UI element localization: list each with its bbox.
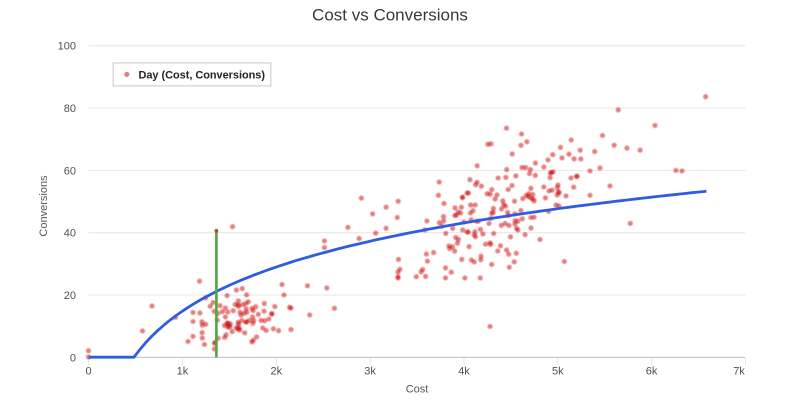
svg-text:3k: 3k	[364, 365, 376, 377]
svg-text:4k: 4k	[458, 365, 470, 377]
svg-text:20: 20	[64, 290, 76, 302]
svg-text:7k: 7k	[733, 365, 745, 377]
svg-text:Cost vs Conversions: Cost vs Conversions	[312, 6, 468, 25]
svg-text:Day (Cost, Conversions): Day (Cost, Conversions)	[139, 70, 266, 82]
svg-text:5k: 5k	[552, 365, 564, 377]
svg-text:40: 40	[64, 228, 76, 240]
svg-text:60: 60	[64, 165, 76, 177]
svg-text:0: 0	[86, 365, 92, 377]
svg-text:100: 100	[58, 41, 76, 53]
svg-text:0: 0	[70, 352, 76, 364]
svg-text:6k: 6k	[646, 365, 658, 377]
svg-text:Cost: Cost	[406, 384, 429, 396]
svg-text:80: 80	[64, 103, 76, 115]
svg-text:1k: 1k	[177, 365, 189, 377]
svg-text:2k: 2k	[270, 365, 282, 377]
svg-text:Conversions: Conversions	[38, 175, 50, 237]
